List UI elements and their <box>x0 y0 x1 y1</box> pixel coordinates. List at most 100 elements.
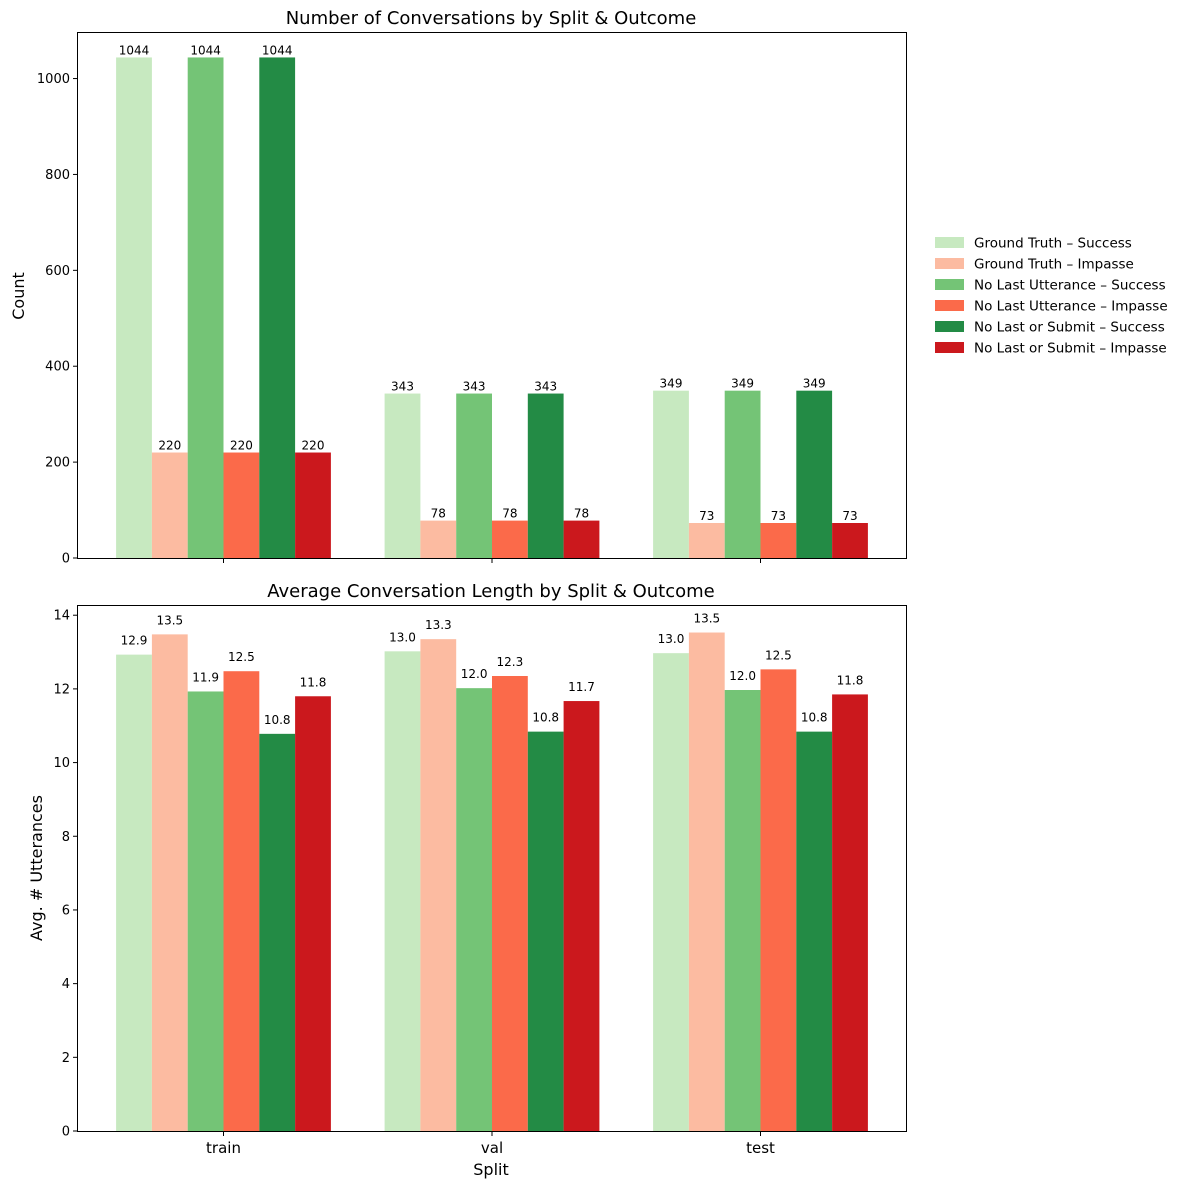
x-tick-label: test <box>746 1139 775 1157</box>
y-tick-label: 1000 <box>37 72 70 87</box>
data-label: 12.3 <box>497 655 524 669</box>
bar <box>420 520 457 558</box>
bar <box>384 393 421 558</box>
bar <box>151 634 188 1131</box>
y-tick-label: 0 <box>62 552 70 567</box>
y-tick-label: 2 <box>62 1051 70 1066</box>
bar <box>456 688 492 1131</box>
y-tick-label: 8 <box>62 830 70 845</box>
bar <box>295 696 331 1131</box>
bar <box>688 632 725 1131</box>
bar <box>151 452 188 558</box>
data-label: 12.0 <box>729 669 756 683</box>
count-chart-ylabel: Count <box>9 272 28 320</box>
bar <box>563 701 600 1131</box>
x-tick-label: val <box>481 1139 503 1157</box>
data-label: 13.3 <box>425 618 452 632</box>
bar <box>760 669 797 1131</box>
data-label: 73 <box>771 509 786 523</box>
legend-swatch <box>935 300 964 311</box>
bar <box>259 733 296 1131</box>
data-label: 78 <box>574 507 589 521</box>
bar <box>223 671 260 1131</box>
data-label: 12.0 <box>461 667 488 681</box>
length-chart: Average Conversation Length by Split & O… <box>27 581 907 1179</box>
bar <box>527 731 564 1131</box>
data-label: 12.9 <box>121 634 148 648</box>
bar <box>760 523 797 558</box>
legend-swatch <box>935 258 964 269</box>
data-label: 1044 <box>262 43 293 57</box>
data-label: 11.8 <box>300 675 327 689</box>
bar <box>187 57 224 558</box>
legend: Ground Truth – Success Ground Truth – Imp… <box>935 236 1168 357</box>
bar <box>724 690 761 1131</box>
y-tick-label: 0 <box>62 1125 70 1140</box>
count-chart-frame <box>77 32 907 559</box>
bar <box>492 520 528 558</box>
legend-swatch <box>935 321 964 332</box>
length-chart-yticks: 0 2 4 6 8 10 12 14 <box>53 609 78 1140</box>
data-label: 10.8 <box>532 711 559 725</box>
data-label: 10.8 <box>264 713 291 727</box>
y-tick-label: 800 <box>45 168 70 183</box>
bar <box>832 523 868 558</box>
bar <box>259 57 296 558</box>
legend-label: No Last or Submit – Impasse <box>974 341 1167 357</box>
data-label: 220 <box>302 439 325 453</box>
bar <box>116 57 152 558</box>
bar <box>796 390 833 558</box>
legend-swatch <box>935 279 964 290</box>
bar <box>832 694 868 1131</box>
x-tick-label: train <box>206 1139 241 1157</box>
data-label: 1044 <box>190 43 221 57</box>
data-label: 349 <box>803 377 826 391</box>
data-label: 10.8 <box>801 711 828 725</box>
bar <box>295 452 331 558</box>
data-label: 73 <box>699 509 714 523</box>
bar <box>223 452 260 558</box>
y-tick-label: 400 <box>45 360 70 375</box>
length-chart-ylabel: Avg. # Utterances <box>27 795 46 941</box>
data-label: 220 <box>230 439 253 453</box>
legend-label: No Last Utterance – Success <box>974 278 1166 294</box>
bar <box>420 639 457 1131</box>
bar <box>116 654 152 1131</box>
data-label: 11.7 <box>568 680 595 694</box>
legend-swatch <box>935 342 964 353</box>
y-tick-label: 200 <box>45 456 70 471</box>
legend-label: Ground Truth – Impasse <box>974 257 1134 273</box>
length-chart-bars <box>116 632 868 1131</box>
data-label: 11.9 <box>192 670 219 684</box>
bar <box>653 653 689 1131</box>
data-label: 13.0 <box>658 632 685 646</box>
data-label: 349 <box>731 377 754 391</box>
data-label: 343 <box>534 380 557 394</box>
data-label: 12.5 <box>228 650 255 664</box>
data-label: 13.5 <box>693 612 720 626</box>
data-label: 78 <box>502 507 517 521</box>
count-chart-title: Number of Conversations by Split & Outco… <box>286 8 697 29</box>
bar <box>187 691 224 1131</box>
y-tick-label: 10 <box>53 756 70 771</box>
count-chart-yticks: 0 200 400 600 800 1000 <box>37 72 78 567</box>
bar <box>796 731 833 1131</box>
legend-label: No Last Utterance – Impasse <box>974 299 1168 315</box>
legend-label: Ground Truth – Success <box>974 236 1132 252</box>
length-chart-xlabel: Split <box>473 1160 508 1179</box>
legend-swatch <box>935 237 964 248</box>
bar <box>456 393 492 558</box>
data-label: 1044 <box>119 43 150 57</box>
y-tick-label: 4 <box>62 977 70 992</box>
data-label: 13.5 <box>156 613 183 627</box>
length-chart-frame <box>77 605 907 1132</box>
count-chart: Number of Conversations by Split & Outco… <box>9 8 907 567</box>
bar <box>492 676 528 1131</box>
data-label: 78 <box>431 507 446 521</box>
data-label: 349 <box>660 377 683 391</box>
bar <box>527 393 564 558</box>
count-chart-data-labels: 1044 343 349 220 78 73 1044 343 349 220 78 73 1044 34… <box>119 43 858 523</box>
y-tick-label: 12 <box>53 682 70 697</box>
data-label: 343 <box>391 380 414 394</box>
